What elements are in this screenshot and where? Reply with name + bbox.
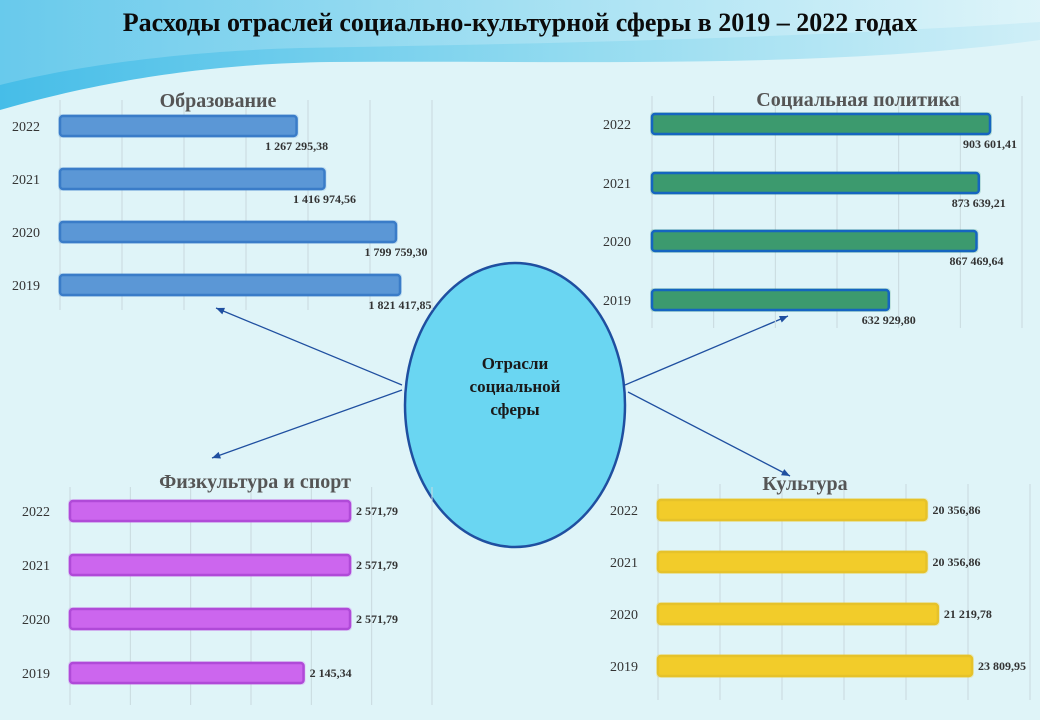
chart-title: Социальная политика [756, 89, 959, 111]
chart-education: Образование 2022 1 267 295,38 2021 1 416 974… [12, 90, 433, 312]
year-label: 2019 [603, 294, 631, 309]
year-label: 2022 [610, 504, 638, 519]
year-label: 2022 [12, 120, 40, 135]
chart-sport: Физкультура и спорт 2022 2 571,79 2021 2 571… [22, 471, 433, 705]
value-label: 867 469,64 [949, 254, 1003, 268]
value-label: 1 267 295,38 [265, 139, 328, 153]
arrowhead [781, 469, 790, 476]
connector-line [211, 389, 403, 459]
bar [656, 498, 928, 522]
center-line-3: сферы [490, 400, 540, 419]
connector-arrows [211, 307, 791, 477]
year-label: 2020 [610, 608, 638, 623]
bar [68, 661, 305, 685]
bar [656, 550, 928, 574]
value-label: 20 356,86 [932, 555, 980, 569]
charts-layer: Образование 2022 1 267 295,38 2021 1 416 974… [12, 89, 1031, 705]
bar [58, 220, 398, 244]
bar [656, 602, 940, 626]
year-label: 2022 [22, 505, 50, 520]
center-ellipse [403, 261, 627, 549]
value-label: 2 571,79 [356, 612, 398, 626]
value-label: 903 601,41 [963, 137, 1017, 151]
center-line-2: социальной [469, 377, 561, 396]
bar [68, 607, 352, 631]
year-label: 2021 [610, 556, 638, 571]
chart-culture: Культура 2022 20 356,86 2021 20 356,86 2020 21… [610, 473, 1031, 700]
chart-title: Образование [160, 90, 277, 112]
chart-title: Физкультура и спорт [159, 471, 351, 493]
year-label: 2020 [22, 613, 50, 628]
bar [650, 288, 891, 312]
bar [650, 171, 981, 195]
page-title: Расходы отраслей социально-культурной сф… [122, 8, 918, 37]
value-label: 23 809,95 [978, 659, 1026, 673]
center-line-1: Отрасли [481, 354, 549, 373]
value-label: 1 821 417,85 [369, 298, 432, 312]
connector-line [215, 307, 403, 386]
year-label: 2021 [12, 173, 40, 188]
year-label: 2020 [12, 226, 40, 241]
center-label: Отрасли социальной сферы [420, 352, 610, 421]
bar [68, 553, 352, 577]
chart-social: Социальная политика 2022 903 601,41 2021 873… [603, 89, 1023, 328]
year-label: 2019 [12, 279, 40, 294]
value-label: 21 219,78 [944, 607, 992, 621]
bar [58, 114, 298, 138]
year-label: 2021 [22, 559, 50, 574]
bar [58, 273, 402, 297]
value-label: 873 639,21 [952, 196, 1006, 210]
year-label: 2021 [603, 177, 631, 192]
year-label: 2019 [610, 660, 638, 675]
value-label: 2 571,79 [356, 504, 398, 518]
header-wave [0, 0, 1040, 110]
bar [650, 229, 978, 253]
year-label: 2019 [22, 667, 50, 682]
connector-line [624, 315, 789, 386]
arrowhead [212, 451, 221, 459]
arrowhead [779, 316, 788, 323]
connector-line [627, 391, 791, 477]
bar [650, 112, 992, 136]
value-label: 632 929,80 [862, 313, 916, 327]
chart-title: Культура [762, 473, 847, 495]
bar [68, 499, 352, 523]
year-label: 2022 [603, 118, 631, 133]
year-label: 2020 [603, 235, 631, 250]
value-label: 2 571,79 [356, 558, 398, 572]
bar [58, 167, 326, 191]
bar [656, 654, 974, 678]
value-label: 2 145,34 [310, 666, 352, 680]
value-label: 1 799 759,30 [364, 245, 427, 259]
arrowhead [216, 307, 225, 315]
value-label: 20 356,86 [932, 503, 980, 517]
value-label: 1 416 974,56 [293, 192, 356, 206]
